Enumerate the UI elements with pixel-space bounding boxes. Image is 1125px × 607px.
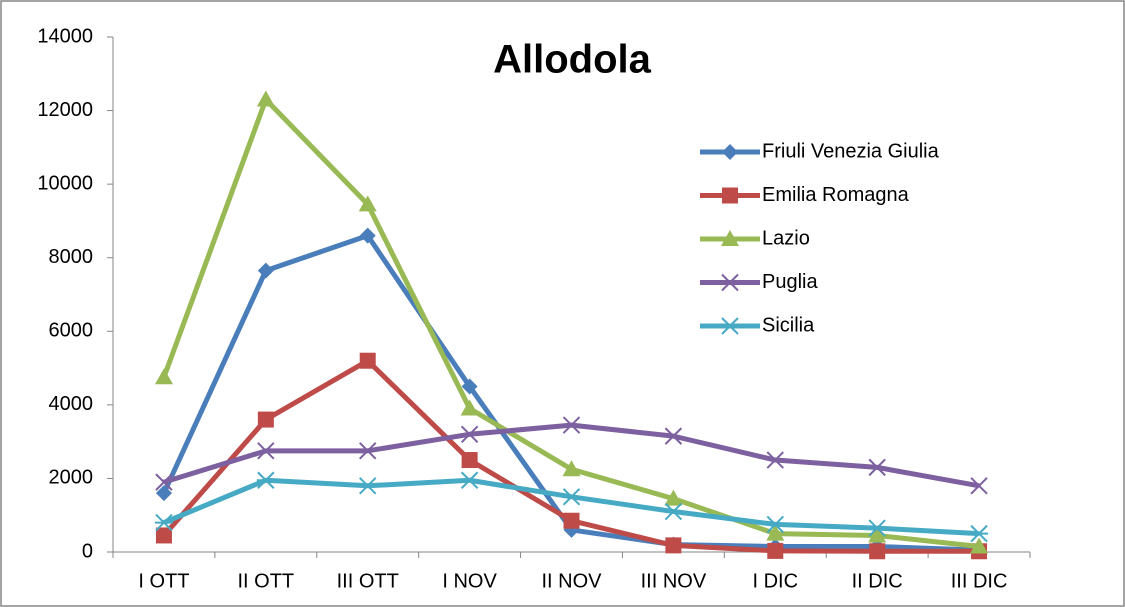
marker [257, 442, 275, 460]
x-tick-label: II DIC [852, 570, 903, 592]
legend-label: Friuli Venezia Giulia [762, 140, 940, 162]
y-tick-label: 10000 [37, 172, 93, 194]
legend-marker [722, 187, 738, 204]
marker [970, 477, 988, 495]
marker [155, 527, 172, 544]
marker [563, 512, 580, 529]
chart-title: Allodola [493, 38, 652, 82]
marker [664, 427, 683, 445]
marker [460, 399, 479, 416]
marker [562, 416, 581, 434]
marker [766, 515, 785, 534]
y-tick-label: 6000 [49, 320, 94, 342]
legend-marker [721, 230, 739, 246]
marker [664, 502, 683, 521]
marker [664, 489, 683, 506]
x-tick-label: I OTT [138, 570, 189, 592]
marker [766, 524, 785, 541]
marker [155, 473, 173, 491]
marker [460, 471, 479, 489]
marker [155, 485, 172, 502]
y-tick-label: 14000 [37, 25, 93, 47]
marker [359, 442, 377, 460]
marker [154, 368, 173, 385]
x-tick-label: II NOV [541, 570, 602, 592]
y-tick-label: 0 [82, 540, 93, 562]
marker [868, 458, 886, 477]
y-tick-label: 8000 [49, 246, 94, 268]
marker [767, 542, 784, 559]
x-tick-label: III DIC [951, 570, 1008, 592]
marker [970, 524, 989, 543]
legend-label: Puglia [762, 271, 818, 293]
marker [359, 227, 376, 244]
marker [869, 543, 886, 560]
y-tick-label: 4000 [49, 393, 94, 415]
marker [256, 90, 275, 107]
marker [257, 262, 274, 279]
marker [256, 471, 275, 489]
x-tick-label: III NOV [641, 570, 707, 592]
x-tick-label: I NOV [442, 570, 497, 592]
marker [460, 425, 479, 443]
marker [970, 537, 989, 554]
marker [359, 352, 376, 369]
x-tick-label: III OTT [337, 570, 399, 592]
marker [766, 451, 784, 469]
legend-label: Lazio [762, 227, 810, 249]
legend-marker [721, 317, 739, 335]
y-tick-label: 12000 [37, 99, 93, 121]
x-tick-label: I DIC [752, 570, 798, 592]
legend-label: Emilia Romagna [762, 184, 910, 206]
marker [665, 537, 682, 554]
marker [868, 526, 887, 543]
marker [358, 195, 377, 212]
marker [562, 488, 581, 506]
marker [257, 411, 274, 428]
x-tick-label: II OTT [237, 570, 294, 592]
legend-marker [721, 273, 739, 292]
legend-marker [722, 144, 738, 160]
marker [154, 513, 173, 532]
legend-label: Sicilia [762, 314, 815, 336]
marker [461, 378, 478, 395]
marker [461, 452, 478, 469]
marker [358, 477, 377, 495]
marker [868, 519, 887, 537]
y-tick-label: 2000 [49, 467, 94, 489]
marker [562, 460, 581, 477]
